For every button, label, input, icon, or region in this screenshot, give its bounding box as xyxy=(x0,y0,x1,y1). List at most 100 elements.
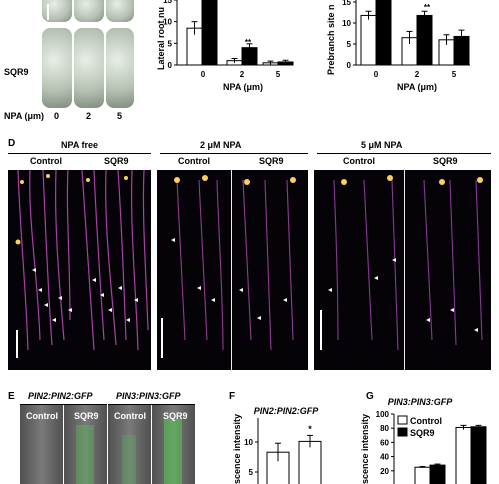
f-bars xyxy=(266,434,322,484)
c-xlabel: NPA (μm) xyxy=(397,82,437,92)
g-sig: * xyxy=(430,468,434,478)
plate-sqr9-2 xyxy=(74,28,104,108)
d-group-line-3 xyxy=(317,153,491,154)
c-bars xyxy=(360,0,470,66)
panel-c-chart: Prebranch site n 0 5 10 15 0 2 5 NPA (μm) *… xyxy=(326,0,470,92)
b-xlabel: NPA (μm) xyxy=(223,82,263,92)
ytick-label-3: 15 xyxy=(163,0,172,5)
g-title: PIN3:PIN3:GFP xyxy=(388,397,454,407)
g-legend-sqr9: SQR9 xyxy=(410,428,435,438)
c-xtick-0: 0 xyxy=(374,70,379,79)
d-group-npa-free: NPA free xyxy=(61,140,99,150)
npa-value-5: 5 xyxy=(117,111,123,121)
e-image-pin3-sqr9 xyxy=(152,405,195,484)
e-sub-control-1: Control xyxy=(26,411,58,421)
d-group-5um: 5 μM NPA xyxy=(361,140,403,150)
ytick-label-1: 5 xyxy=(168,39,173,48)
ytick-label-4: 20 xyxy=(380,467,389,476)
d-roots-1 xyxy=(15,170,149,358)
panel-f-chart: PIN2:PIN2:GFP scence intensity 10 5 * xyxy=(232,406,322,484)
npa-value-2: 2 xyxy=(86,111,92,121)
b-sig: ** xyxy=(245,38,252,47)
ytick-label-2: 10 xyxy=(163,18,172,27)
g-yticks: 100 80 60 40 20 xyxy=(376,410,394,476)
e-title-pin2: PIN2:PIN2:GFP xyxy=(28,391,93,401)
scale-bar xyxy=(47,4,49,20)
c-xtick-2: 2 xyxy=(415,70,420,79)
e-image-pin2-control xyxy=(20,405,63,484)
d-roots-3 xyxy=(320,170,483,370)
bar-1-0 xyxy=(375,0,392,66)
ytick-label-0: 10 xyxy=(244,438,253,447)
b-xtick-5: 5 xyxy=(276,70,281,79)
bar-0-0 xyxy=(414,466,431,484)
d-group-2um: 2 μM NPA xyxy=(200,140,242,150)
row-label-sqr9: SQR9 xyxy=(4,67,29,77)
c-sig: ** xyxy=(424,3,431,12)
e-title-pin3: PIN3:PIN3:GFP xyxy=(116,391,181,401)
ytick-label-1: 5 xyxy=(347,40,352,49)
c-yticks: 0 5 10 15 xyxy=(342,0,356,70)
bar-1-1 xyxy=(470,426,487,484)
d-sub-control-1: Control xyxy=(30,156,62,166)
d-group-line-1 xyxy=(8,153,151,154)
ytick-label-3: 15 xyxy=(342,0,351,7)
d-sub-sqr9-2: SQR9 xyxy=(259,156,284,166)
d-sub-sqr9-1: SQR9 xyxy=(104,156,129,166)
d-sub-sqr9-3: SQR9 xyxy=(433,156,458,166)
plate-control-5 xyxy=(106,0,134,22)
panel-e-letter: E xyxy=(8,391,15,402)
f-ylabel: scence intensity xyxy=(232,414,242,484)
d-group-line-2 xyxy=(160,153,308,154)
c-xtick-5: 5 xyxy=(452,70,457,79)
ytick-label-1: 80 xyxy=(380,424,389,433)
ytick-label-3: 40 xyxy=(380,453,389,462)
plate-control-2 xyxy=(74,0,104,22)
d-image-npa-free xyxy=(8,170,151,370)
e-line-pin2 xyxy=(20,404,107,405)
npa-value-0: 0 xyxy=(54,111,60,121)
e-line-pin3 xyxy=(108,404,195,405)
e-sub-sqr9-2: SQR9 xyxy=(163,411,188,421)
b-xtick-2: 2 xyxy=(240,70,245,79)
plate-control-0 xyxy=(42,0,72,22)
bar-1-1 xyxy=(416,14,433,66)
g-bars xyxy=(414,424,487,484)
e-sub-control-2: Control xyxy=(114,411,146,421)
bar-0-1 xyxy=(298,440,322,484)
f-title: PIN2:PIN2:GFP xyxy=(254,406,320,416)
b-xtick-0: 0 xyxy=(201,70,206,79)
e-image-pin3-control xyxy=(108,405,151,484)
npa-label: NPA (μm) xyxy=(4,111,45,121)
e-image-pin2-sqr9 xyxy=(64,405,107,484)
g-legend-swatch-control xyxy=(397,415,408,425)
bar-0-0 xyxy=(360,14,377,66)
d-image-2um xyxy=(157,170,308,370)
g-legend-swatch-sqr9 xyxy=(397,427,408,437)
b-ylabel: Lateral root nu xyxy=(156,7,166,70)
b-bars xyxy=(186,0,294,66)
ytick-label-0: 0 xyxy=(168,61,173,70)
panel-g-letter: G xyxy=(366,391,374,402)
ytick-label-2: 60 xyxy=(380,438,389,447)
plate-sqr9-5 xyxy=(106,28,134,108)
d-sub-control-2: Control xyxy=(178,156,210,166)
c-ylabel: Prebranch site n xyxy=(326,4,336,75)
panel-f-letter: F xyxy=(229,391,236,402)
ytick-label-0: 100 xyxy=(376,410,390,419)
e-sub-sqr9-1: SQR9 xyxy=(74,411,99,421)
g-ylabel: scence intensity xyxy=(360,414,370,484)
f-sig: * xyxy=(308,424,312,434)
plate-sqr9-0 xyxy=(42,28,72,108)
ytick-label-0: 0 xyxy=(347,61,352,70)
bar-0-1 xyxy=(455,426,472,484)
d-sub-control-3: Control xyxy=(343,156,375,166)
panel-d-letter: D xyxy=(8,138,16,149)
ytick-label-2: 10 xyxy=(342,19,351,28)
g-legend-control: Control xyxy=(410,416,442,426)
f-yticks: 10 5 xyxy=(244,438,258,477)
d-image-5um xyxy=(314,170,491,370)
panel-g-chart: PIN3:PIN3:GFP scence intensity 100 80 60 40… xyxy=(360,397,487,484)
ytick-label-1: 5 xyxy=(249,468,254,477)
bar-1-0 xyxy=(201,0,218,66)
